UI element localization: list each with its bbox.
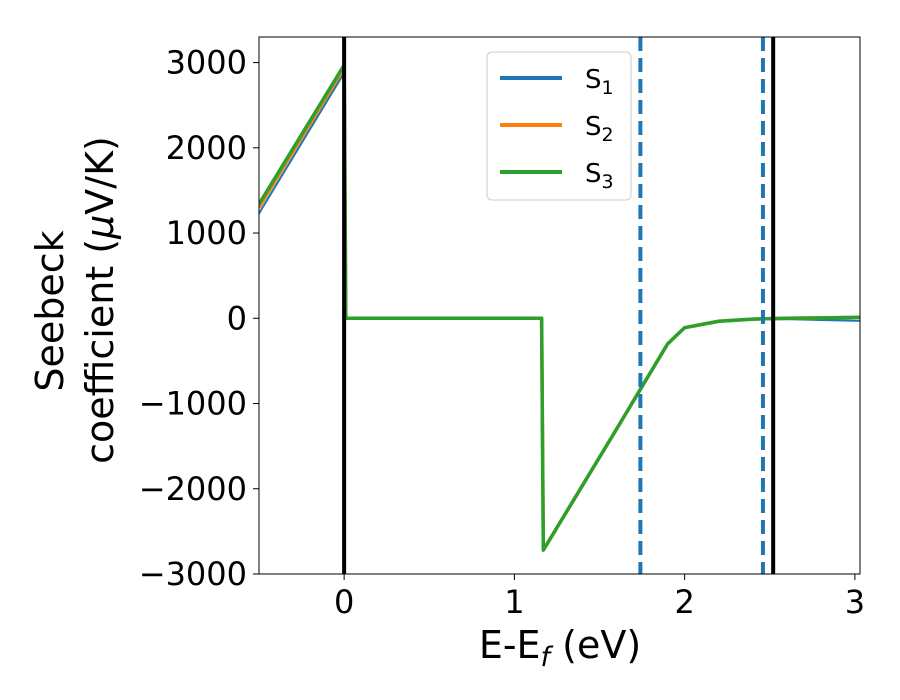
legend-label-2: S2 [585, 112, 614, 146]
vertical-lines-layer [342, 37, 776, 574]
x-axis-label-unit: (eV) [550, 623, 641, 667]
y-tick-label: 3000 [166, 44, 247, 82]
legend-label-1: S1 [585, 65, 614, 99]
y-axis-label-unit: V/K) [78, 136, 122, 215]
y-axis-ticks: 3000 2000 1000 0 −1000 −2000 −3000 [139, 44, 259, 593]
y-axis-label-line2: coefficient (μV/K) [78, 136, 122, 464]
plot-frame [258, 36, 861, 575]
y-tick-label: 0 [227, 299, 247, 337]
legend-label-3: S3 [585, 159, 614, 193]
y-axis-label-line1: Seebeck [28, 230, 72, 391]
y-tick-label: −1000 [139, 385, 247, 423]
x-tick-label: 1 [504, 583, 524, 621]
y-tick-label: −3000 [139, 555, 247, 593]
x-tick-label: 0 [334, 583, 354, 621]
y-axis-label-mu: μ [78, 215, 122, 240]
y-tick-label: 1000 [166, 214, 247, 252]
x-tick-label: 2 [674, 583, 694, 621]
x-axis-label: E-Ef (eV) [479, 623, 641, 673]
y-tick-label: −2000 [139, 470, 247, 508]
y-tick-label: 2000 [166, 129, 247, 167]
legend: S1 S2 S3 [486, 51, 632, 201]
x-tick-label: 3 [845, 583, 865, 621]
x-axis-ticks: 0 1 2 3 [334, 574, 865, 621]
